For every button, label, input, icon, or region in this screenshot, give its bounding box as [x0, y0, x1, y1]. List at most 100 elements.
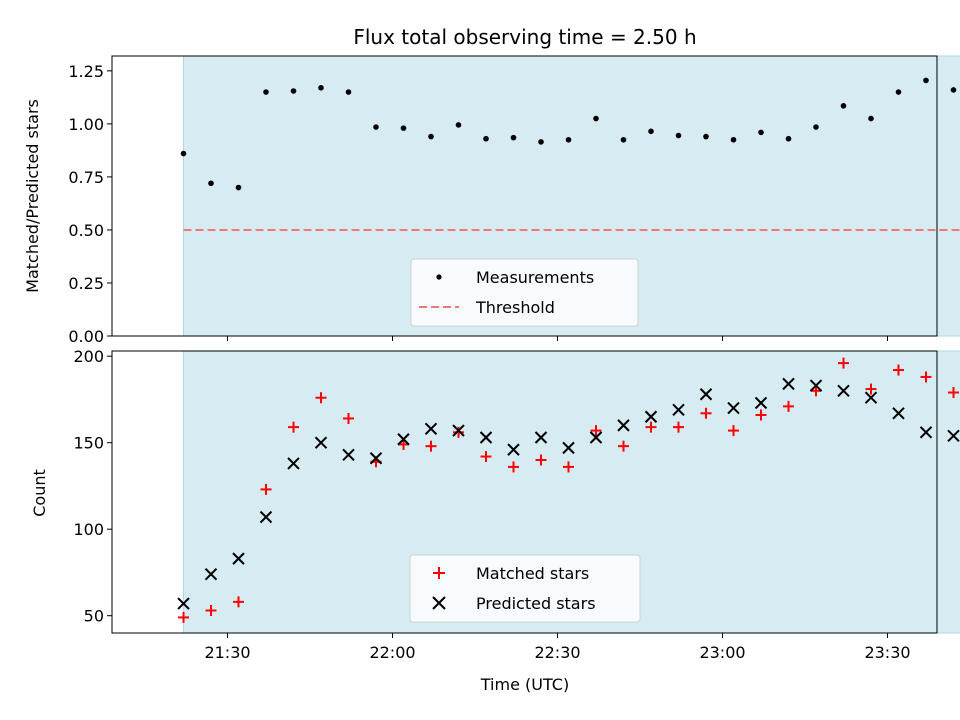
measurement-point: [373, 124, 379, 130]
legend-predicted-marker: [432, 596, 446, 610]
measurement-point: [813, 124, 819, 130]
ratio-y-axis-label: Matched/Predicted stars: [23, 99, 42, 293]
predicted-star-point: [754, 396, 768, 410]
predicted-stars-points: [177, 377, 960, 610]
matched-star-point: [865, 383, 877, 395]
ratio-axes-frame: [111, 55, 938, 337]
matched-star-point: [178, 611, 189, 623]
predicted-star-point: [397, 433, 410, 446]
measurement-point: [483, 135, 489, 142]
measurement-point: [840, 103, 847, 109]
matched-star-point: [673, 421, 684, 433]
matched-star-point: [810, 385, 822, 397]
measurement-point: [318, 85, 324, 91]
predicted-star-point: [479, 431, 493, 444]
y-tick-label: 0.75: [68, 168, 104, 187]
chart-title: Flux total observing time = 2.50 h: [353, 25, 696, 49]
predicted-star-point: [617, 419, 630, 432]
measurement-points: [180, 77, 957, 191]
measurement-point: [675, 132, 682, 139]
measurement-point: [455, 122, 462, 128]
counts-y-ticks: 50 100 150 200: [73, 347, 112, 626]
measurement-point: [703, 133, 709, 140]
x-axis-label: Time (UTC): [480, 675, 569, 694]
matched-star-point: [288, 421, 299, 433]
predicted-star-point: [204, 567, 218, 581]
predicted-star-point: [562, 441, 575, 455]
matched-star-point: [700, 407, 712, 419]
y-tick-label: 150: [73, 434, 104, 453]
matched-star-point: [205, 605, 217, 617]
x-tick-label: 22:00: [369, 643, 415, 662]
measurement-point: [565, 136, 572, 143]
x-tick-label: 23:00: [699, 643, 745, 662]
predicted-star-point: [177, 597, 190, 610]
y-tick-label: 100: [73, 520, 104, 539]
matched-star-point: [398, 438, 409, 450]
legend-threshold-label: Threshold: [475, 298, 555, 317]
matched-star-point: [838, 357, 849, 369]
matched-star-point: [755, 409, 767, 421]
x-tick-label: 23:30: [864, 643, 910, 662]
predicted-star-point: [259, 510, 273, 524]
measurement-point: [263, 89, 269, 95]
y-tick-label: 1.25: [68, 62, 104, 81]
predicted-star-point: [424, 422, 438, 436]
measurement-point: [510, 134, 517, 141]
x-tick-label: 22:30: [534, 643, 580, 662]
matched-star-point: [260, 483, 272, 495]
measurement-point: [730, 136, 737, 143]
y-tick-label: 0.00: [68, 327, 104, 346]
y-tick-label: 200: [73, 347, 104, 366]
measurement-point: [400, 125, 407, 131]
counts-legend: Matched stars Predicted stars: [409, 554, 641, 623]
ratio-x-ticks: [227, 336, 888, 341]
x-tick-label: 21:30: [204, 643, 250, 662]
measurement-point: [895, 89, 902, 95]
predicted-star-point: [699, 388, 713, 401]
predicted-star-point: [232, 552, 245, 565]
predicted-star-point: [947, 429, 960, 442]
matched-star-point: [948, 387, 959, 399]
predicted-star-point: [837, 384, 850, 397]
measurement-point: [620, 136, 627, 143]
matched-star-point: [480, 451, 492, 463]
legend-measurement-marker: [436, 274, 442, 280]
legend-measurements-label: Measurements: [476, 268, 594, 287]
ratio-legend: Measurements Threshold: [410, 258, 639, 327]
predicted-star-point: [452, 424, 465, 437]
measurement-point: [868, 115, 874, 122]
predicted-star-point: [864, 391, 878, 404]
matched-star-point: [535, 454, 547, 466]
predicted-star-point: [534, 431, 548, 444]
legend-matched-label: Matched stars: [476, 564, 589, 583]
measurement-point: [290, 88, 297, 94]
predicted-star-point: [314, 436, 328, 449]
measurement-point: [950, 87, 957, 93]
predicted-star-point: [342, 448, 355, 462]
counts-legend-box: [409, 554, 641, 623]
measurement-point: [538, 139, 544, 145]
matched-star-point: [563, 461, 574, 473]
ratio-legend-box: [410, 258, 639, 327]
matched-star-point: [508, 461, 519, 473]
predicted-star-point: [727, 401, 740, 415]
matched-star-point: [315, 392, 327, 404]
y-tick-label: 0.50: [68, 221, 104, 240]
predicted-star-point: [369, 452, 383, 465]
counts-axes-frame: [111, 350, 938, 634]
legend-matched-marker: [433, 567, 445, 579]
y-tick-label: 0.25: [68, 274, 104, 293]
ratio-y-ticks: 0.00 0.25 0.50 0.75 1.00 1.25: [68, 62, 112, 346]
predicted-star-point: [919, 426, 933, 439]
counts-panel: 50 100 150 200 21:30 22:00 22:30 23:00 23:30 Co…: [30, 347, 960, 694]
measurement-point: [923, 77, 929, 84]
y-tick-label: 1.00: [68, 115, 104, 134]
predicted-star-point: [287, 457, 300, 470]
ratio-panel: Flux total observing time = 2.50 h 0.000…: [23, 25, 960, 346]
predicted-star-point: [589, 431, 603, 444]
predicted-star-point: [644, 410, 658, 423]
predicted-star-point: [782, 377, 795, 391]
measurement-point: [345, 89, 352, 95]
